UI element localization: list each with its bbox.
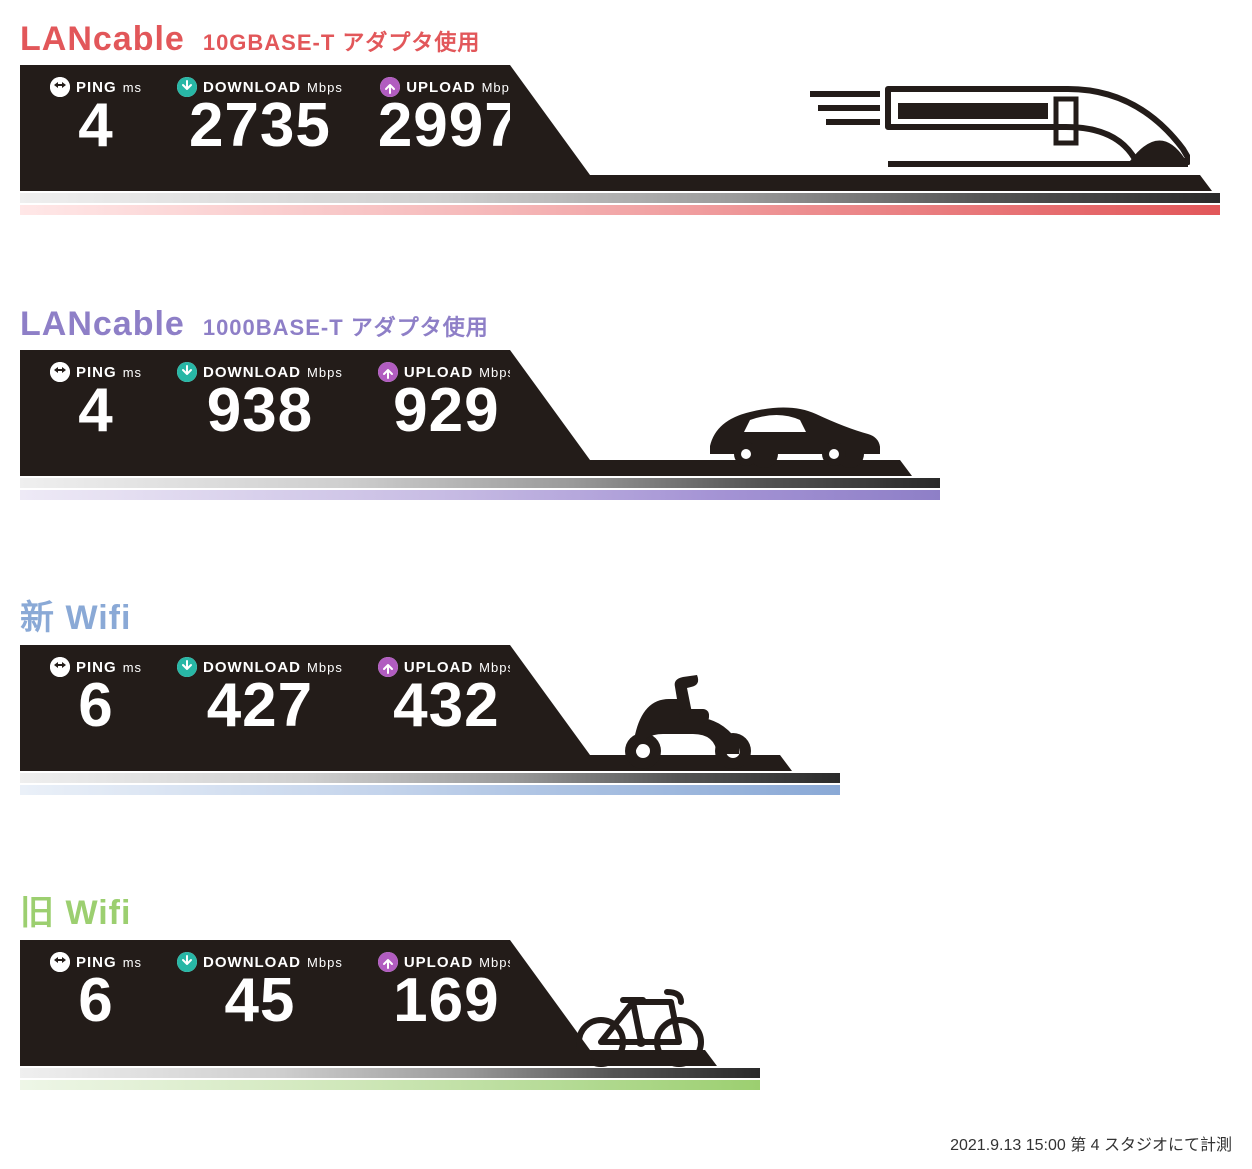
ping-value: 6	[50, 675, 142, 737]
title-main: 新 Wifi	[20, 599, 131, 637]
ping-metric: PINGms6	[50, 952, 142, 1032]
row-title: 新 Wifi	[20, 590, 1220, 639]
band: PINGms6 DOWNLOADMbps45 UPLOADMbps169	[20, 940, 1220, 1110]
metrics-band: PINGms6DOWNLOADMbps45UPLOADMbps169	[20, 940, 510, 1050]
ping-metric: PINGms6	[50, 657, 142, 737]
upload-value: 169	[378, 970, 515, 1032]
car-icon	[700, 390, 880, 476]
bicycle-icon	[575, 978, 705, 1068]
row-title: 旧 Wifi	[20, 885, 1220, 934]
accent-bar	[20, 490, 940, 500]
ping-unit: ms	[123, 660, 142, 675]
title-sub: 10GBASE-T アダプタ使用	[203, 30, 481, 55]
ping-icon	[50, 952, 70, 972]
ping-unit: ms	[123, 365, 142, 380]
shade-bar	[20, 193, 1220, 203]
upload-metric: UPLOADMbps929	[378, 362, 515, 442]
speed-row-2: 新 Wifi PINGms6 DOWNLOADMbps427 UPLOADMbps43…	[20, 590, 1220, 815]
download-icon	[177, 362, 197, 382]
title-main: 旧 Wifi	[20, 894, 131, 932]
accent-bar	[20, 785, 840, 795]
title-main: LANcable	[20, 20, 185, 58]
scooter-icon	[615, 673, 765, 773]
download-metric: DOWNLOADMbps938	[177, 362, 343, 442]
download-value: 938	[177, 380, 343, 442]
speed-row-3: 旧 Wifi PINGms6 DOWNLOADMbps45 UPLOADMbps169	[20, 885, 1220, 1110]
ping-value: 4	[50, 95, 142, 157]
ping-icon	[50, 657, 70, 677]
download-metric: DOWNLOADMbps427	[177, 657, 343, 737]
ping-unit: ms	[123, 955, 142, 970]
ping-icon	[50, 362, 70, 382]
download-value: 45	[177, 970, 343, 1032]
download-unit: Mbps	[307, 955, 343, 970]
row-title: LANcable 10GBASE-T アダプタ使用	[20, 20, 1220, 59]
download-icon	[177, 952, 197, 972]
download-metric: DOWNLOADMbps45	[177, 952, 343, 1032]
ping-value: 6	[50, 970, 142, 1032]
ping-value: 4	[50, 380, 142, 442]
upload-value: 2997	[378, 95, 520, 157]
band: PINGms4 DOWNLOADMbps2735 UPLOADMbps2997	[20, 65, 1220, 235]
shade-bar	[20, 478, 940, 488]
ping-metric: PINGms4	[50, 362, 142, 442]
download-value: 2735	[177, 95, 343, 157]
metrics-band: PINGms4DOWNLOADMbps2735UPLOADMbps2997	[20, 65, 510, 175]
train-icon	[810, 77, 1190, 177]
metrics-band: PINGms6DOWNLOADMbps427UPLOADMbps432	[20, 645, 510, 755]
row-title: LANcable 1000BASE-T アダプタ使用	[20, 305, 1220, 344]
upload-metric: UPLOADMbps169	[378, 952, 515, 1032]
ping-metric: PINGms4	[50, 77, 142, 157]
title-main: LANcable	[20, 305, 185, 343]
shade-bar	[20, 773, 840, 783]
measurement-footnote: 2021.9.13 15:00 第 4 スタジオにて計測	[950, 1131, 1232, 1155]
download-icon	[177, 657, 197, 677]
title-sub: 1000BASE-T アダプタ使用	[203, 315, 489, 340]
download-value: 427	[177, 675, 343, 737]
download-metric: DOWNLOADMbps2735	[177, 77, 343, 157]
upload-metric: UPLOADMbps2997	[378, 77, 520, 157]
ping-icon	[50, 77, 70, 97]
accent-bar	[20, 205, 1220, 215]
shade-bar	[20, 1068, 760, 1078]
speed-row-1: LANcable 1000BASE-T アダプタ使用 PINGms4 DOWNLOAD…	[20, 305, 1220, 520]
metrics-band: PINGms4DOWNLOADMbps938UPLOADMbps929	[20, 350, 510, 460]
upload-value: 929	[378, 380, 515, 442]
upload-value: 432	[378, 675, 515, 737]
upload-metric: UPLOADMbps432	[378, 657, 515, 737]
band: PINGms6 DOWNLOADMbps427 UPLOADMbps432	[20, 645, 1220, 815]
accent-bar	[20, 1080, 760, 1090]
band: PINGms4 DOWNLOADMbps938 UPLOADMbps929	[20, 350, 1220, 520]
track-bar	[20, 175, 1200, 191]
speed-row-0: LANcable 10GBASE-T アダプタ使用 PINGms4 DOWNLOADM…	[20, 20, 1220, 235]
ping-unit: ms	[123, 80, 142, 95]
